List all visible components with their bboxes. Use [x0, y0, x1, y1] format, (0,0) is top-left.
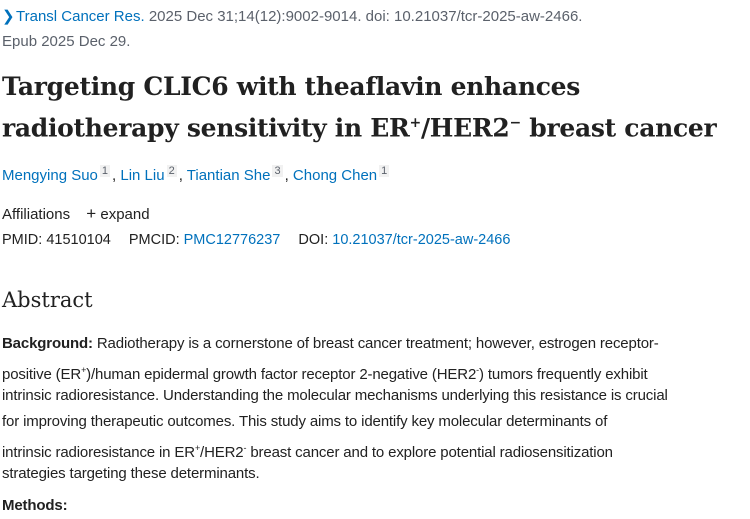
abstract-sup: +	[81, 365, 87, 375]
author-link[interactable]: Chong Chen	[292, 167, 378, 184]
epub-date: Epub 2025 Dec 29.	[2, 33, 131, 50]
background-label: Background:	[2, 335, 93, 352]
author-link[interactable]: Lin Liu	[120, 167, 165, 184]
affiliation-ref[interactable]: 2	[166, 165, 177, 177]
identifiers: PMID: 41510104 PMCID: PMC12776237 DOI: 1…	[2, 232, 510, 248]
abstract-text: for improving therapeutic outcomes. This…	[2, 413, 608, 430]
pmcid-link[interactable]: PMC12776237	[183, 232, 281, 248]
title-text: /HER2	[420, 113, 510, 143]
doi-label: DOI:	[298, 232, 329, 248]
affiliations: Affiliations + expand	[2, 204, 150, 224]
abstract-sup: -	[476, 365, 479, 375]
abstract-text: positive (ER	[2, 366, 82, 383]
author-link[interactable]: Mengying Suo	[2, 167, 98, 184]
pmcid-label: PMCID:	[128, 232, 180, 248]
affiliation-ref[interactable]: 1	[379, 165, 390, 177]
citation: ❯Transl Cancer Res. 2025 Dec 31;14(12):9…	[2, 4, 582, 54]
abstract-text: /HER2	[200, 444, 244, 461]
abstract-text: strategies targeting these determinants.	[2, 465, 260, 482]
abstract-text: )/human epidermal growth factor receptor…	[86, 366, 477, 383]
title-line-2: radiotherapy sensitivity in ER+/HER2− br…	[2, 105, 717, 146]
chevron-right-icon[interactable]: ❯	[2, 8, 15, 25]
abstract-sup: -	[243, 443, 247, 453]
expand-label: expand	[100, 206, 150, 223]
abstract-heading: Abstract	[2, 288, 93, 312]
abstract-sup: +	[194, 443, 201, 453]
abstract-body: Background: Radiotherapy is a cornerston…	[2, 331, 668, 519]
abstract-text: intrinsic radioresistance. Understanding…	[2, 387, 668, 404]
affiliation-ref[interactable]: 3	[272, 165, 283, 177]
plus-icon: +	[86, 204, 97, 223]
abstract-text: Radiotherapy is a cornerstone of breast …	[92, 335, 659, 352]
journal-link[interactable]: Transl Cancer Res.	[16, 8, 145, 25]
doi-link[interactable]: 10.21037/tcr-2025-aw-2466	[332, 232, 511, 248]
author-link[interactable]: Tiantian She	[186, 167, 271, 184]
pmid-value: 41510104	[46, 232, 111, 248]
citation-details: 2025 Dec 31;14(12):9002-9014. doi: 10.21…	[144, 8, 583, 25]
title-sup: −	[509, 115, 521, 131]
title-text: radiotherapy sensitivity in ER	[2, 113, 410, 143]
title-sup: +	[409, 115, 422, 131]
author-list: Mengying Suo 1, Lin Liu 2, Tiantian She 3, …	[2, 165, 390, 184]
article-title: Targeting CLIC6 with theaflavin enhances…	[2, 68, 717, 146]
abstract-text: ) tumors frequently exhibit	[479, 366, 648, 383]
abstract-text: intrinsic radioresistance in ER	[2, 444, 195, 461]
expand-affiliations-button[interactable]: + expand	[74, 204, 150, 223]
pmid-label: PMID:	[2, 232, 43, 248]
affiliations-label: Affiliations	[2, 206, 71, 223]
title-line-1: Targeting CLIC6 with theaflavin enhances	[2, 72, 581, 101]
abstract-text: breast cancer and to explore potential r…	[246, 444, 613, 461]
affiliation-ref[interactable]: 1	[99, 165, 111, 177]
title-text: breast cancer	[520, 113, 717, 143]
